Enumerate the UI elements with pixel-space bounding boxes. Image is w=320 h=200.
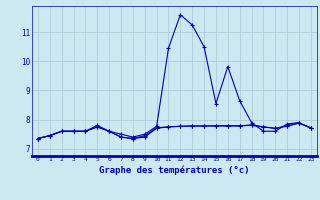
X-axis label: Graphe des températures (°c): Graphe des températures (°c) [99, 165, 250, 175]
